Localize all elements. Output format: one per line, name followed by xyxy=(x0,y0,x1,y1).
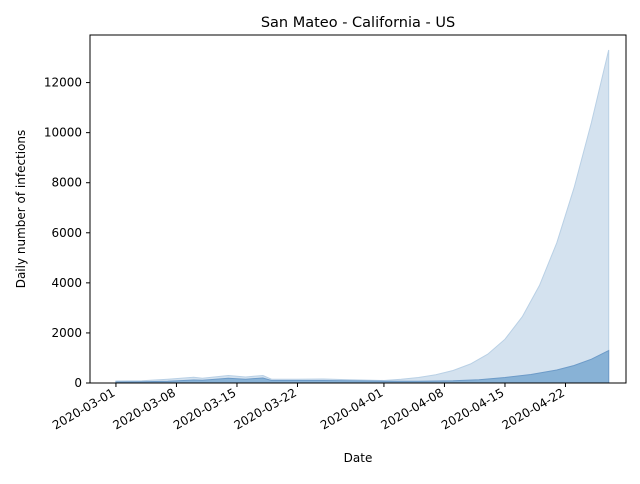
plot-area xyxy=(115,49,610,384)
plot-frame xyxy=(89,34,627,384)
y-axis: 0 2000 4000 6000 8000 10000 12000 xyxy=(44,76,90,390)
y-tick-label: 12000 xyxy=(44,76,82,90)
upper-band-area xyxy=(115,49,610,384)
lower-band-area xyxy=(115,349,610,384)
chart-title: San Mateo - California - US xyxy=(261,15,455,31)
y-tick-label: 4000 xyxy=(51,276,82,290)
y-tick-label: 8000 xyxy=(51,176,82,190)
y-tick-label: 0 xyxy=(74,376,82,390)
y-tick-label: 6000 xyxy=(51,226,82,240)
y-tick-label: 2000 xyxy=(51,326,82,340)
y-tick-label: 10000 xyxy=(44,126,82,140)
y-axis-label: Daily number of infections xyxy=(14,130,28,289)
x-axis-label: Date xyxy=(344,451,373,465)
